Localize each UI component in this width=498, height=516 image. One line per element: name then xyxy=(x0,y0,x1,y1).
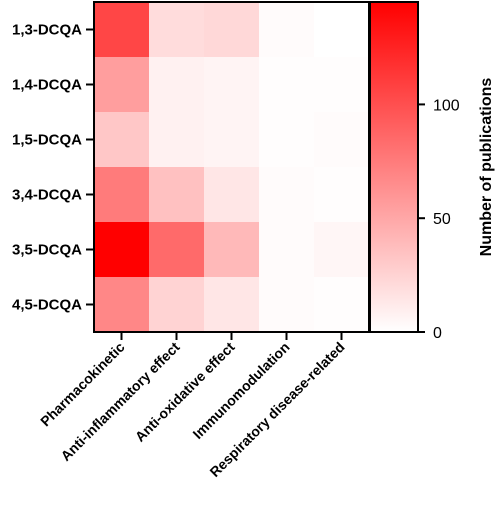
heatmap-cell xyxy=(204,222,260,278)
heatmap-cell xyxy=(94,277,150,333)
colorbar-tick-label: 0 xyxy=(433,325,442,342)
heatmap-cell xyxy=(204,57,260,113)
heatmap-cell xyxy=(204,167,260,223)
row-axis: 1,3-DCQA 1,4-DCQA 1,5-DCQA 3,4-DCQA 3,5-DCQA… xyxy=(12,22,94,314)
heatmap-cells xyxy=(94,2,370,333)
heatmap-cell xyxy=(94,222,150,278)
heatmap-cell xyxy=(94,112,150,168)
heatmap-cell xyxy=(204,112,260,168)
heatmap-cell xyxy=(149,112,205,168)
row-label: 3,5-DCQA xyxy=(12,242,82,259)
colorbar: 0 50 100 Number of publications xyxy=(369,1,495,342)
heatmap-cell xyxy=(149,277,205,333)
colorbar-tick-label: 100 xyxy=(433,97,460,114)
row-label: 3,4-DCQA xyxy=(12,187,82,204)
heatmap-cell xyxy=(94,57,150,113)
row-label: 1,3-DCQA xyxy=(12,22,82,39)
heatmap-cell xyxy=(259,222,315,278)
column-label: Immunomodulation xyxy=(189,339,292,442)
row-label: 1,4-DCQA xyxy=(12,77,82,94)
heatmap-cell xyxy=(94,2,150,58)
colorbar-tick-label: 50 xyxy=(433,211,451,228)
column-label: Anti-oxidative effect xyxy=(132,339,238,445)
heatmap-cell xyxy=(259,57,315,113)
heatmap-cell xyxy=(149,57,205,113)
heatmap-cell xyxy=(314,222,370,278)
heatmap-cell xyxy=(314,167,370,223)
heatmap-cell xyxy=(259,277,315,333)
heatmap-cell xyxy=(259,167,315,223)
heatmap-cell xyxy=(149,222,205,278)
heatmap-cell xyxy=(314,277,370,333)
heatmap-cell xyxy=(259,2,315,58)
heatmap-cell xyxy=(314,2,370,58)
heatmap-cell xyxy=(314,57,370,113)
heatmap-cell xyxy=(259,112,315,168)
heatmap-cell xyxy=(204,277,260,333)
row-label: 4,5-DCQA xyxy=(12,297,82,314)
heatmap-cell xyxy=(314,112,370,168)
row-label: 1,5-DCQA xyxy=(12,132,82,149)
heatmap-cell xyxy=(204,2,260,58)
colorbar-gradient xyxy=(369,1,419,333)
heatmap-cell xyxy=(94,167,150,223)
heatmap-cell xyxy=(149,167,205,223)
heatmap-cell xyxy=(149,2,205,58)
colorbar-title: Number of publications xyxy=(478,78,495,257)
